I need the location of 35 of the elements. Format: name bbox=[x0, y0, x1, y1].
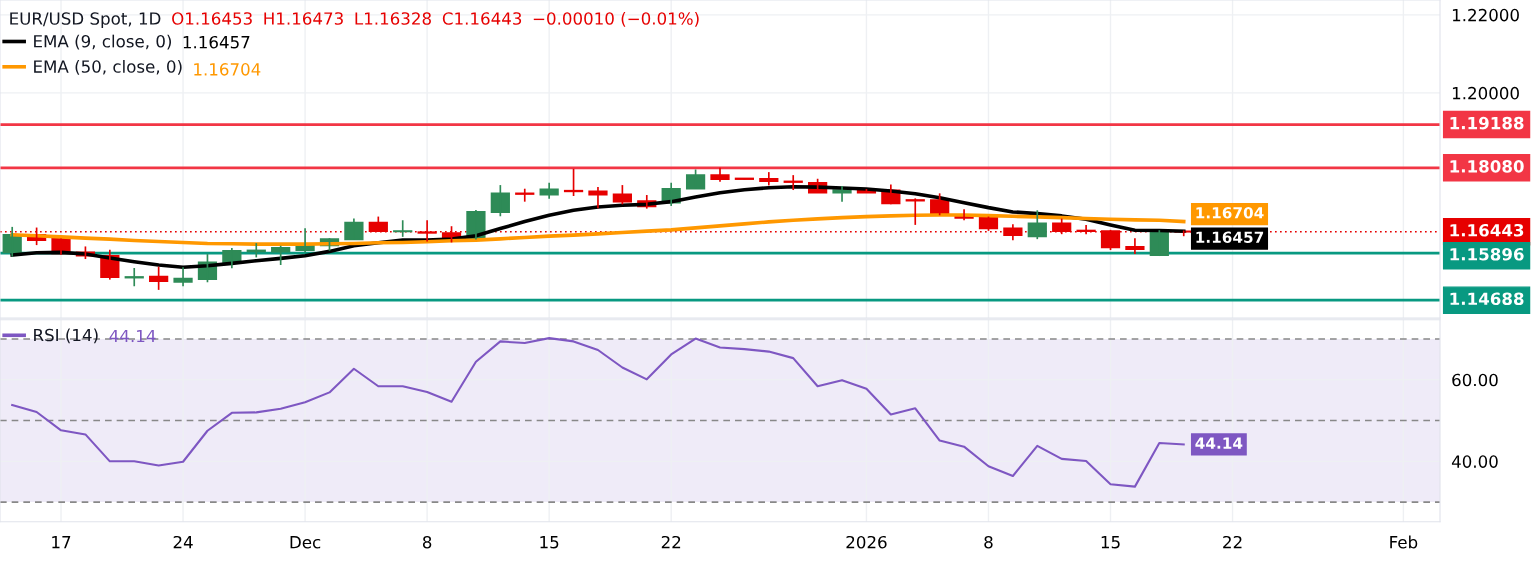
legend-label: EMA (50, close, 0) bbox=[34, 59, 182, 75]
data-label: 1.16704 bbox=[1196, 207, 1264, 219]
x-tick-label: 22 bbox=[1223, 535, 1242, 549]
ref-line-label: 1.19188 bbox=[1450, 116, 1524, 130]
text: 1.16457 bbox=[183, 35, 250, 49]
x-tick-label: 15 bbox=[1101, 536, 1120, 549]
annotation: C1.16443 bbox=[442, 12, 522, 25]
annotation: L1.16328 bbox=[355, 12, 431, 25]
ref-line-label: 1.14688 bbox=[1450, 292, 1524, 306]
x-tick-label: Dec bbox=[290, 536, 321, 549]
text: 44.14 bbox=[109, 329, 156, 343]
x-tick-label: 22 bbox=[661, 535, 681, 549]
y-tick-label: 1.22000 bbox=[1452, 8, 1519, 22]
x-tick-label: 8 bbox=[984, 535, 993, 549]
legend-label: RSI (14) bbox=[34, 328, 98, 344]
x-tick-label: Feb bbox=[1390, 535, 1418, 549]
x-tick-label: 24 bbox=[173, 535, 193, 549]
data-label: 44.14 bbox=[1195, 437, 1243, 449]
y-tick-label: 60.00 bbox=[1452, 373, 1498, 387]
annotation: O1.16453 bbox=[172, 12, 252, 25]
x-tick-label: 15 bbox=[540, 536, 559, 549]
text: 1.16704 bbox=[194, 63, 261, 76]
ref-line-label: 1.15896 bbox=[1450, 247, 1524, 261]
annotation: H1.16473 bbox=[264, 12, 343, 25]
annotation: −0.00010 (−0.01%) bbox=[533, 11, 699, 27]
x-tick-label: 2026 bbox=[846, 535, 887, 549]
x-tick-label: 17 bbox=[52, 536, 71, 549]
ref-line-label: 1.16443 bbox=[1450, 223, 1524, 237]
y-tick-label: 1.20000 bbox=[1452, 86, 1519, 100]
x-tick-label: 8 bbox=[422, 535, 432, 549]
y-tick-label: 40.00 bbox=[1451, 455, 1498, 468]
legend-label: EMA (9, close, 0) bbox=[34, 34, 172, 50]
data-label: 1.16457 bbox=[1196, 231, 1264, 243]
ref-line-label: 1.18080 bbox=[1450, 160, 1524, 173]
text: EUR/USD Spot, 1D bbox=[10, 12, 161, 29]
